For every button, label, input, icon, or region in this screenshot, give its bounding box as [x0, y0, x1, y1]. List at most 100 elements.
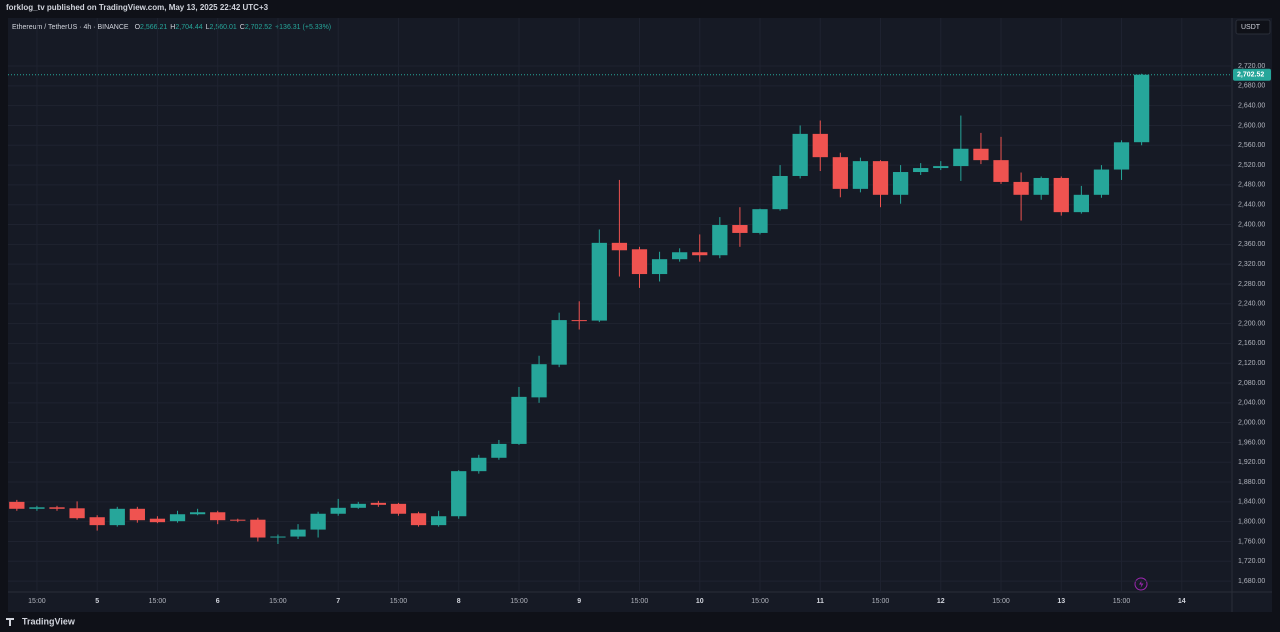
- x-tick-label: 13: [1057, 598, 1065, 605]
- y-tick-label: 2,640.00: [1238, 103, 1265, 110]
- legend-key: L: [206, 24, 210, 31]
- x-tick-label: 15:00: [28, 598, 46, 605]
- candle-body: [370, 502, 387, 505]
- events-icon[interactable]: [1134, 577, 1148, 591]
- x-tick-label: 15:00: [751, 598, 769, 605]
- x-tick-label: 6: [216, 598, 220, 605]
- candle-body: [772, 175, 788, 210]
- candle-body: [852, 161, 869, 189]
- x-tick-label: 15:00: [631, 598, 649, 605]
- candle-body: [993, 160, 1009, 182]
- candle-body: [832, 157, 848, 189]
- y-tick-label: 2,000.00: [1238, 419, 1265, 426]
- publisher: forklog_tv published on TradingView.com,…: [6, 3, 269, 12]
- candle-body: [250, 519, 266, 538]
- y-tick-label: 2,400.00: [1238, 221, 1265, 228]
- candle-body: [953, 148, 969, 167]
- candle-body: [129, 508, 145, 521]
- candle-body: [892, 172, 909, 195]
- y-tick-label: 2,440.00: [1238, 202, 1265, 209]
- y-tick-label: 2,680.00: [1238, 83, 1265, 90]
- y-tick-label: 2,320.00: [1238, 261, 1265, 268]
- candle-body: [933, 166, 949, 169]
- y-tick-label: 2,600.00: [1238, 122, 1265, 129]
- legend-key: H: [170, 24, 175, 31]
- y-tick-label: 2,360.00: [1238, 241, 1265, 248]
- brand: TradingView: [22, 616, 76, 626]
- y-tick-label: 2,200.00: [1238, 320, 1265, 327]
- candle-body: [692, 252, 708, 256]
- y-tick-label: 2,240.00: [1238, 301, 1265, 308]
- candle-body: [410, 513, 427, 526]
- last-price-label: 2,702.52: [1237, 72, 1264, 79]
- candle-body: [712, 225, 728, 256]
- y-tick-label: 2,040.00: [1238, 400, 1265, 407]
- candle-body: [109, 508, 125, 526]
- x-tick-label: 9: [577, 598, 581, 605]
- candle-body: [330, 507, 346, 514]
- candle-body: [230, 519, 246, 521]
- candle-body: [451, 471, 467, 517]
- candle-body: [430, 516, 447, 526]
- candle-body: [611, 242, 628, 251]
- x-tick-label: 5: [95, 598, 99, 605]
- candle-body: [29, 507, 45, 509]
- y-tick-label: 1,920.00: [1238, 459, 1265, 466]
- y-tick-label: 2,160.00: [1238, 340, 1265, 347]
- y-tick-label: 1,760.00: [1238, 538, 1265, 545]
- legend-change: +136.31 (+5.33%): [275, 24, 331, 31]
- candle-body: [792, 133, 808, 176]
- currency-box[interactable]: [1235, 19, 1271, 35]
- candle-body: [9, 501, 25, 509]
- currency: USDT: [1241, 24, 1261, 31]
- y-tick-label: 1,840.00: [1238, 499, 1265, 506]
- candle-body: [310, 513, 326, 530]
- last-price-tag: [1233, 68, 1271, 81]
- candle-body: [89, 517, 105, 526]
- candle-body: [913, 168, 929, 173]
- candle-body: [651, 259, 668, 275]
- legend-value: 2,702.52: [245, 24, 272, 31]
- candle-body: [491, 443, 507, 458]
- x-tick-label: 15:00: [1113, 598, 1131, 605]
- candle-body: [571, 320, 587, 322]
- legend-value: 2,704.44: [175, 24, 202, 31]
- chart-panel: [8, 18, 1272, 612]
- candle-body: [270, 536, 286, 538]
- candle-body: [210, 512, 226, 521]
- symbol: Ethereum / TetherUS · 4h · BINANCE: [12, 24, 129, 31]
- candle-body: [350, 503, 366, 508]
- x-tick-label: 15:00: [992, 598, 1010, 605]
- x-tick-label: 7: [336, 598, 340, 605]
- candle-body: [390, 503, 407, 514]
- candle-body: [1033, 177, 1049, 195]
- x-tick-label: 15:00: [872, 598, 890, 605]
- candle-body: [631, 249, 648, 275]
- y-tick-label: 1,960.00: [1238, 439, 1265, 446]
- candle-body: [1073, 194, 1089, 213]
- candle-body: [169, 514, 186, 522]
- candle-body: [49, 507, 65, 509]
- candle-body: [189, 512, 206, 515]
- y-tick-label: 2,520.00: [1238, 162, 1265, 169]
- candle-body: [69, 508, 85, 519]
- x-tick-label: 14: [1178, 598, 1186, 605]
- candle-body: [471, 457, 487, 472]
- candle-body: [531, 364, 547, 398]
- y-tick-label: 1,880.00: [1238, 479, 1265, 486]
- candle-body: [1113, 142, 1130, 170]
- legend: Ethereum / TetherUS · 4h · BINANCE O 2,566…: [12, 24, 331, 31]
- x-tick-label: 15:00: [149, 598, 167, 605]
- x-tick-label: 15:00: [390, 598, 408, 605]
- y-tick-label: 2,120.00: [1238, 360, 1265, 367]
- legend-value: 2,560.01: [210, 24, 237, 31]
- x-tick-label: 12: [937, 598, 945, 605]
- candle-body: [732, 225, 748, 233]
- legend-value: 2,566.21: [140, 24, 167, 31]
- candle-body: [511, 396, 527, 444]
- x-tick-label: 15:00: [269, 598, 287, 605]
- candle-body: [1053, 177, 1069, 213]
- candle-body: [591, 242, 607, 321]
- candle-body: [1133, 74, 1150, 143]
